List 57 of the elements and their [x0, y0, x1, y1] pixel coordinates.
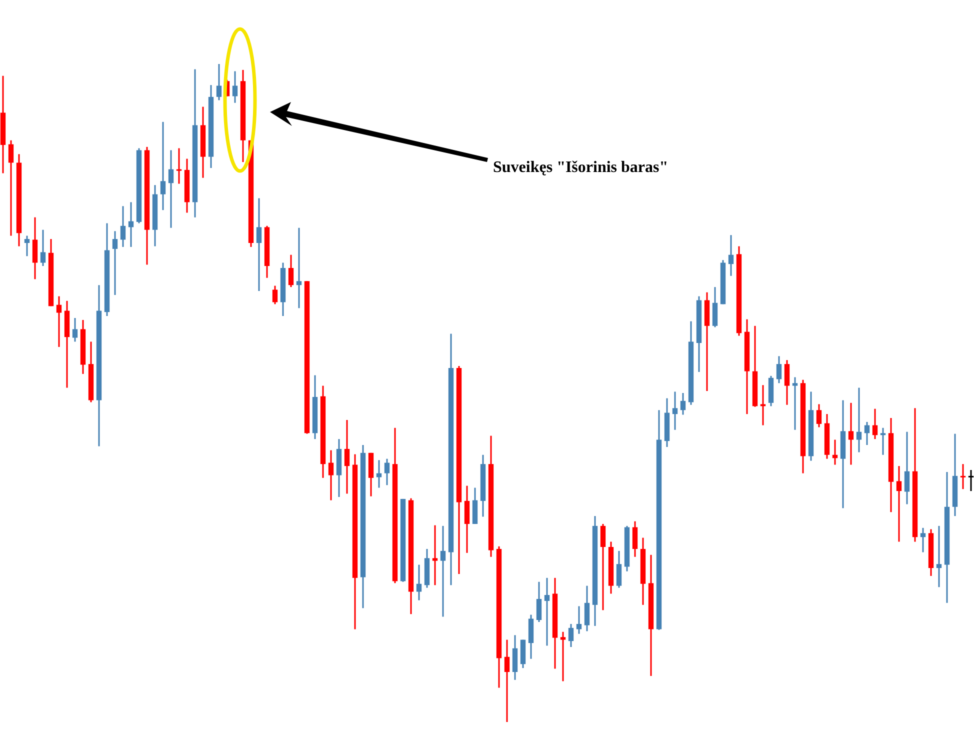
candlestick — [864, 421, 870, 446]
candlestick — [560, 631, 566, 682]
candlestick — [872, 408, 878, 440]
candlestick — [848, 402, 854, 466]
candlestick — [760, 384, 766, 426]
candlestick — [32, 216, 38, 280]
candlestick — [176, 147, 182, 185]
candlestick — [384, 458, 390, 486]
candlestick — [936, 525, 942, 588]
candlestick — [784, 359, 790, 406]
candlestick — [8, 140, 14, 236]
candlestick — [896, 465, 902, 542]
annotation: Suveikęs "Išorinis baras" — [493, 159, 668, 176]
candlestick — [544, 577, 550, 646]
candlestick — [72, 317, 78, 342]
candlestick — [568, 623, 574, 648]
candlestick — [960, 463, 966, 490]
candlestick — [576, 605, 582, 635]
candlestick — [776, 355, 782, 384]
candlestick — [584, 585, 590, 632]
candlestick — [296, 227, 302, 309]
candlestick — [112, 230, 118, 296]
candlestick — [504, 639, 510, 723]
candlestick — [432, 524, 438, 586]
candlestick — [536, 581, 542, 623]
candlestick — [672, 390, 678, 431]
candlestick — [344, 419, 350, 494]
candlestick — [968, 469, 974, 492]
candlestick — [328, 449, 334, 502]
candlestick — [288, 254, 294, 288]
candlestick — [232, 70, 238, 104]
candlestick — [728, 234, 734, 277]
candlestick — [512, 634, 518, 681]
candlestick — [792, 376, 798, 431]
candlestick — [464, 485, 470, 554]
candlestick — [120, 205, 126, 248]
candlestick — [680, 392, 686, 416]
candlestick — [216, 63, 222, 101]
candlestick — [920, 527, 926, 553]
candlestick — [40, 229, 46, 267]
candlestick — [272, 284, 278, 305]
candlestick — [56, 296, 62, 348]
candlestick — [616, 550, 622, 589]
candlestick — [712, 286, 718, 328]
candlestick — [168, 149, 174, 229]
candlestick — [472, 487, 478, 525]
candlestick — [856, 386, 862, 453]
candlestick — [440, 525, 446, 618]
candlestick — [632, 520, 638, 558]
candlestick — [160, 121, 166, 211]
candlestick — [256, 197, 262, 292]
candlestick — [600, 523, 606, 611]
candlestick — [816, 403, 822, 428]
candlestick — [904, 431, 910, 505]
candlestick — [416, 564, 422, 602]
candlestick — [24, 234, 30, 257]
candlestick — [880, 427, 886, 456]
